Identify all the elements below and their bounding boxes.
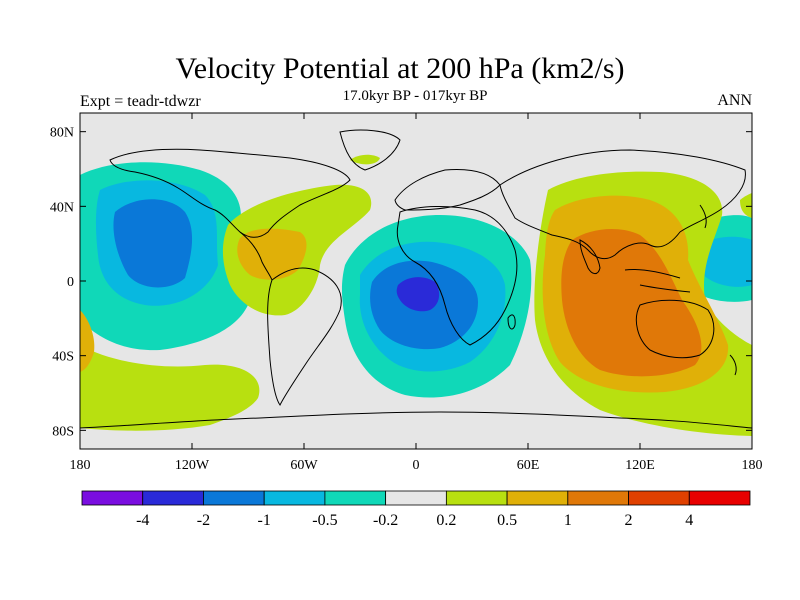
colorbar-label: 4 bbox=[685, 512, 693, 529]
experiment-label: Expt = teadr-tdwzr bbox=[80, 93, 201, 110]
lon-tick-label: 0 bbox=[413, 458, 420, 473]
colorbar-label: 0.5 bbox=[497, 512, 517, 529]
chart-subtitle: 17.0kyr BP - 017kyr BP bbox=[342, 88, 488, 104]
lat-tick-label: 80N bbox=[50, 126, 74, 141]
lon-tick-label: 180 bbox=[70, 458, 91, 473]
colorbar: -4 -2 -1 -0.5 -0.2 0.2 0.5 1 2 4 bbox=[81, 490, 751, 529]
lat-tick-label: 40S bbox=[52, 350, 74, 365]
colorbar-swatch bbox=[628, 490, 690, 506]
coastlines bbox=[80, 129, 752, 429]
colorbar-label: -1 bbox=[258, 512, 271, 529]
colorbar-swatch bbox=[567, 490, 629, 506]
colorbar-swatch bbox=[81, 490, 144, 506]
season-label: ANN bbox=[717, 92, 752, 109]
colorbar-swatch bbox=[445, 490, 508, 506]
colorbar-swatch bbox=[506, 490, 569, 506]
colorbar-label: 2 bbox=[625, 512, 633, 529]
lon-tick-label: 60W bbox=[290, 458, 318, 473]
lon-tick-label: 120E bbox=[625, 458, 655, 473]
colorbar-label: 1 bbox=[564, 512, 572, 529]
contour-neg1-pacific bbox=[113, 199, 193, 288]
contour-pos05-southwest bbox=[80, 310, 95, 372]
colorbar-swatch bbox=[263, 490, 326, 506]
colorbar-swatch bbox=[385, 490, 447, 506]
latitude-axis: 80N 40N 0 40S 80S bbox=[50, 126, 752, 439]
lon-tick-label: 120W bbox=[175, 458, 210, 473]
lat-tick-label: 80S bbox=[52, 424, 74, 439]
contour-pos05-centralamerica bbox=[237, 228, 307, 280]
colorbar-label: -0.2 bbox=[373, 512, 398, 529]
contour-pos1-indopacific bbox=[561, 228, 702, 377]
chart-title: Velocity Potential at 200 hPa (km2/s) bbox=[175, 52, 625, 85]
colorbar-label: -0.5 bbox=[312, 512, 337, 529]
contour-field bbox=[80, 113, 752, 449]
colorbar-swatch bbox=[142, 490, 204, 506]
colorbar-label: 0.2 bbox=[436, 512, 456, 529]
lon-tick-label: 60E bbox=[517, 458, 540, 473]
lat-tick-label: 0 bbox=[67, 275, 74, 290]
colorbar-swatch bbox=[203, 490, 265, 506]
colorbar-label: -4 bbox=[136, 512, 149, 529]
colorbar-swatch bbox=[324, 490, 387, 506]
contour-pos02-eastedge bbox=[740, 193, 752, 218]
contour-neg2-atlantic bbox=[396, 277, 440, 312]
colorbar-swatch bbox=[688, 490, 751, 506]
longitude-axis: 180 120W 60W 0 60E 120E 180 bbox=[70, 113, 763, 473]
lat-tick-label: 40N bbox=[50, 200, 74, 215]
contour-pos02-arctic bbox=[350, 154, 380, 165]
colorbar-label: -2 bbox=[197, 512, 210, 529]
contour-pos02-southern bbox=[80, 345, 260, 431]
lon-tick-label: 180 bbox=[742, 458, 763, 473]
